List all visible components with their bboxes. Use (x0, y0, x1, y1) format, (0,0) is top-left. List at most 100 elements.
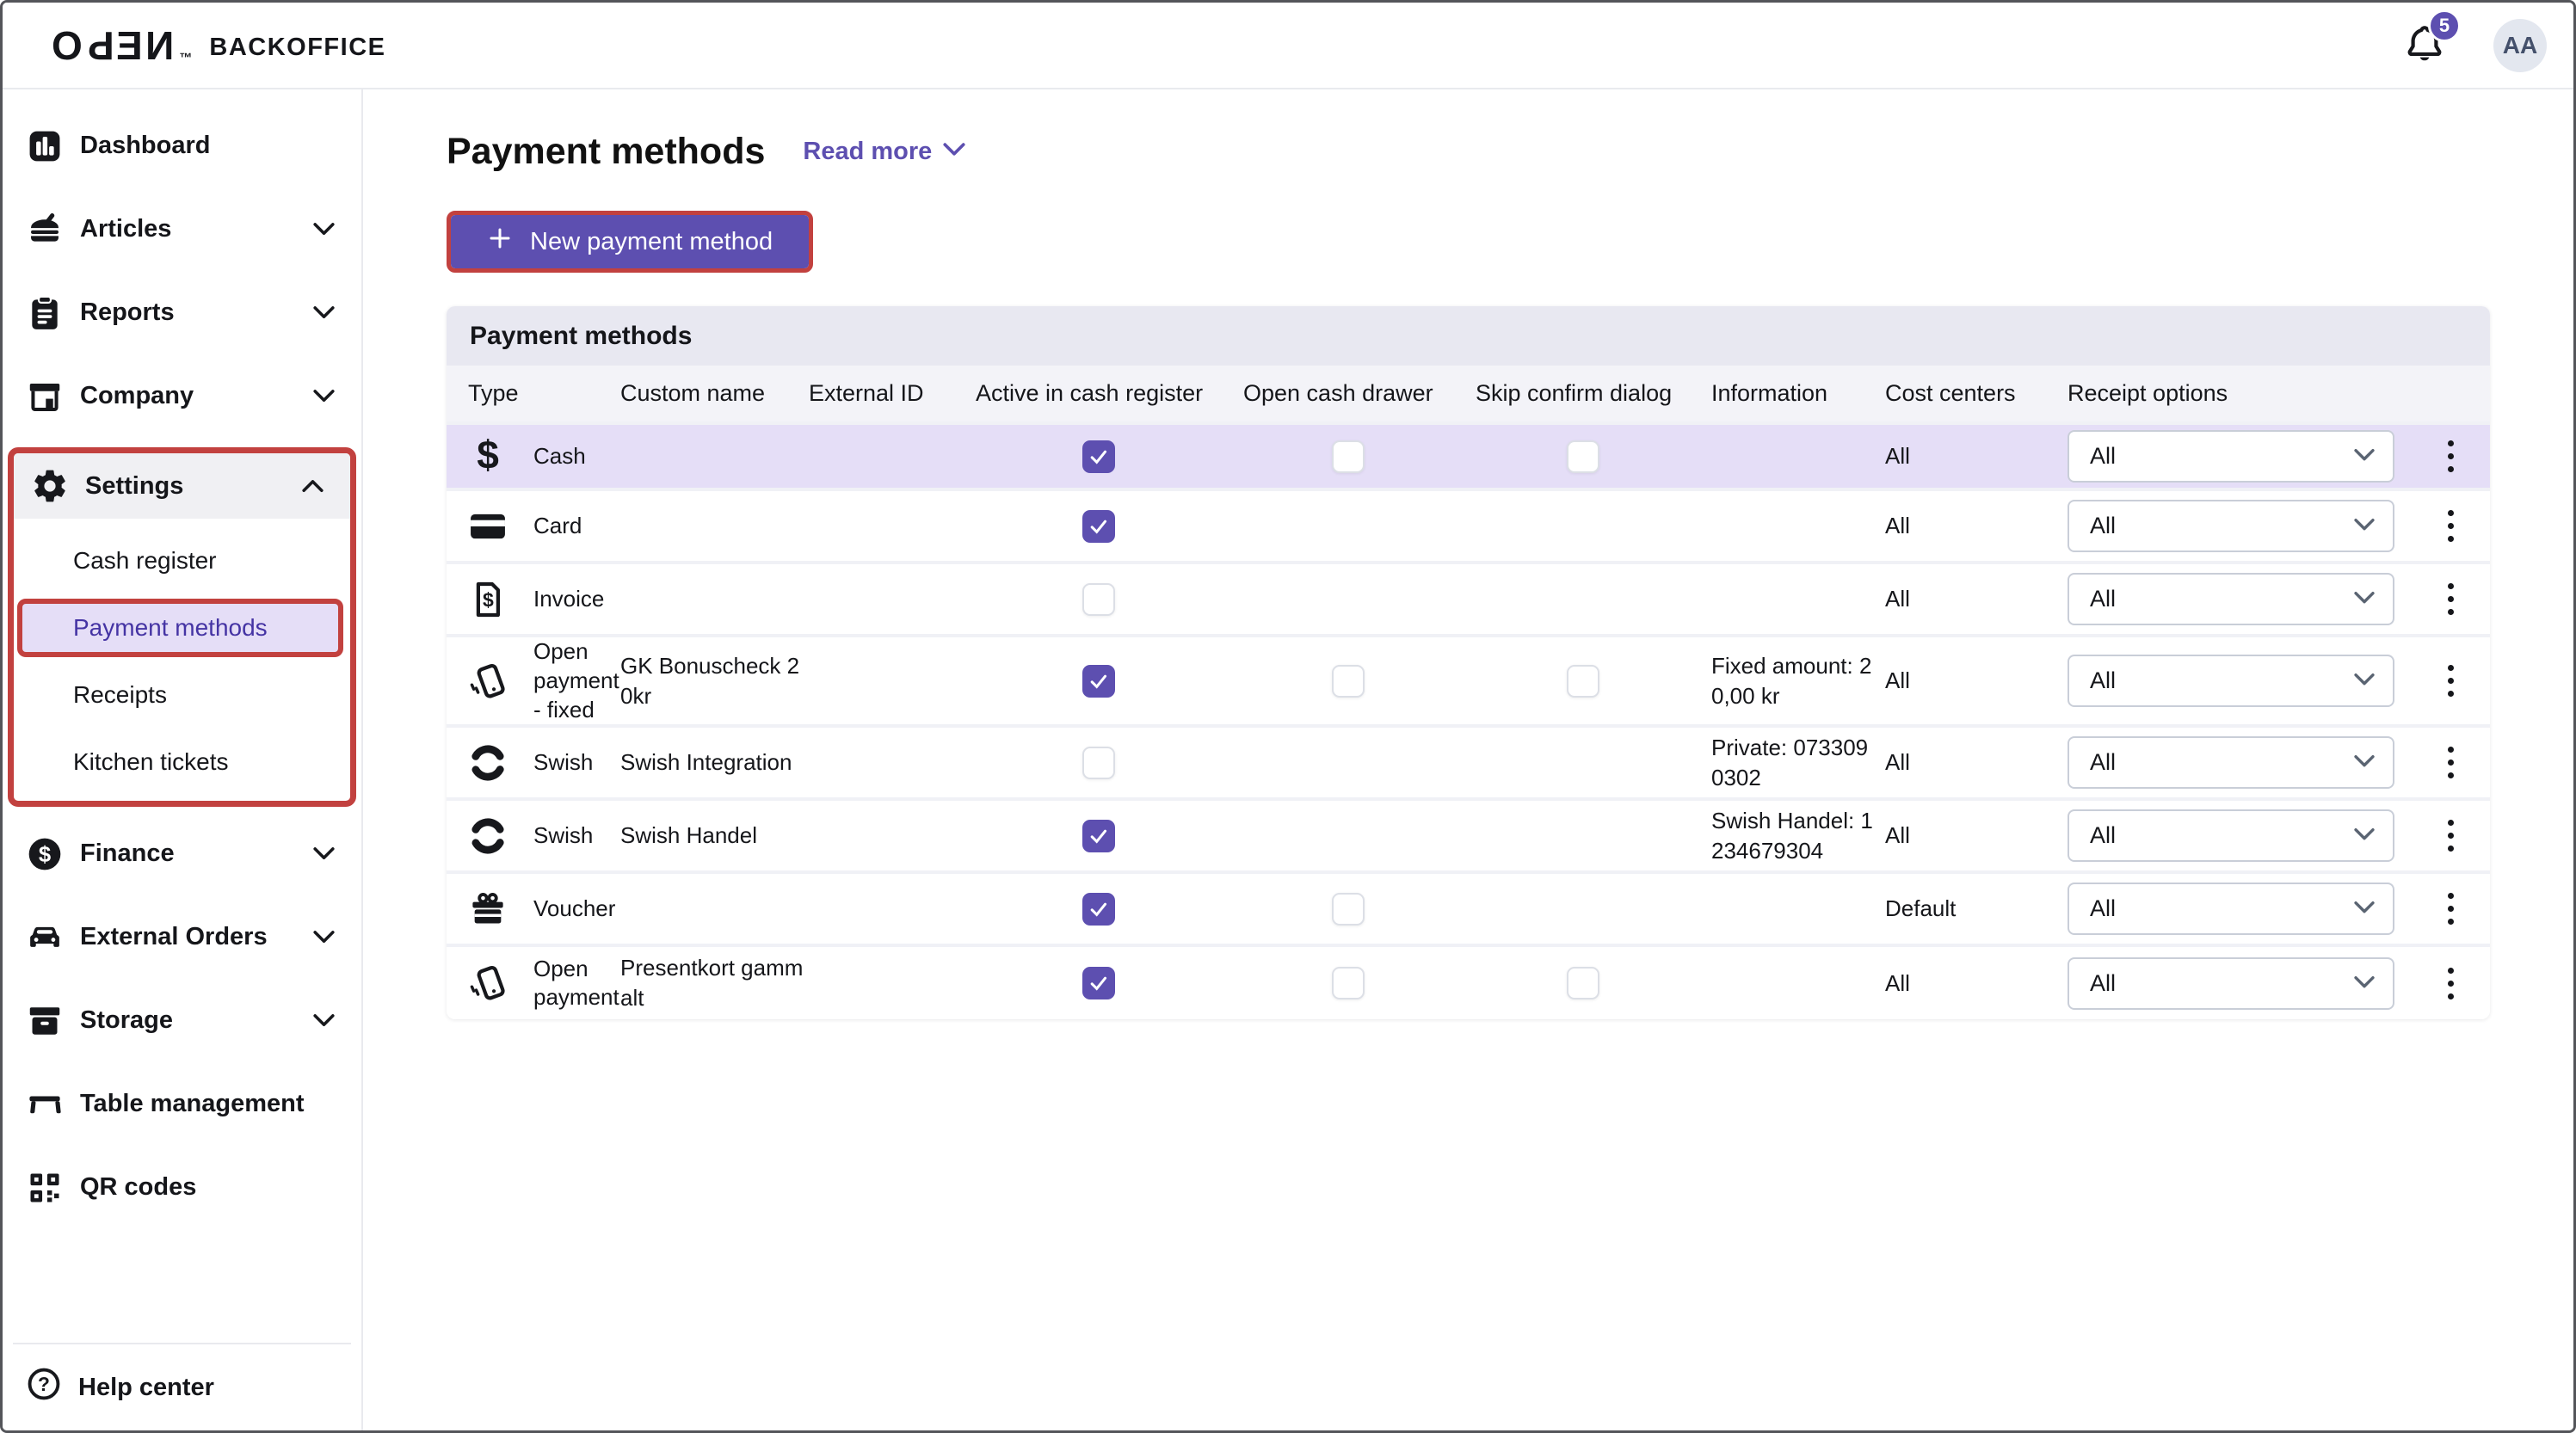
table-row: CardAllAll (447, 488, 2490, 561)
column-header-skip-confirm-dialog: Skip confirm dialog (1476, 380, 1711, 407)
settings-subnav: Cash register Payment methods ReceiptsKitc… (14, 519, 350, 801)
active-checkbox[interactable] (1082, 893, 1115, 926)
cost-centers-cell: All (1885, 443, 2068, 470)
receipt-options-select[interactable]: All (2068, 500, 2394, 552)
annotation-box-new-payment: New payment method (447, 211, 813, 273)
sidebar-item-settings[interactable]: Settings (14, 453, 350, 519)
column-header-custom-name: Custom name (620, 380, 809, 407)
sidebar-footer: ? Help center (3, 1343, 361, 1430)
column-header-type: Type (447, 380, 620, 407)
notifications-button[interactable]: 5 (2404, 23, 2445, 68)
payment-type-label: Open payment - fixed (533, 637, 620, 724)
chevron-down-icon (2353, 513, 2376, 539)
row-menu-button[interactable] (2412, 583, 2490, 615)
row-menu-button[interactable] (2412, 665, 2490, 697)
annotation-box-payment-methods: Payment methods (17, 599, 343, 657)
dashboard-icon (26, 127, 64, 165)
chevron-down-icon (312, 1011, 336, 1030)
receipt-options-select[interactable]: All (2068, 573, 2394, 625)
open-drawer-checkbox[interactable] (1332, 967, 1365, 999)
table-row: SwishSwish IntegrationPrivate: 073309030… (447, 724, 2490, 797)
active-checkbox[interactable] (1082, 510, 1115, 543)
sidebar-item-dashboard[interactable]: Dashboard (3, 104, 361, 188)
column-header-active-in-cash-register: Active in cash register (976, 380, 1243, 407)
sidebar-item-company[interactable]: Company (3, 354, 361, 438)
sidebar-item-finance[interactable]: $Finance (3, 812, 361, 895)
skip-confirm-checkbox[interactable] (1567, 440, 1599, 473)
sidebar-item-kitchen-tickets[interactable]: Kitchen tickets (14, 729, 350, 796)
sidebar-item-label: QR codes (80, 1173, 196, 1202)
help-icon: ? (26, 1366, 62, 1409)
read-more-link[interactable]: Read more (803, 138, 966, 166)
payment-type-label: Swish (533, 821, 593, 851)
voucher-icon (468, 889, 508, 929)
sidebar-item-label: Settings (85, 472, 183, 501)
plus-icon (487, 225, 513, 258)
receipt-options-select[interactable]: All (2068, 655, 2394, 707)
payment-type-label: Card (533, 512, 582, 541)
row-menu-button[interactable] (2412, 893, 2490, 925)
chevron-down-icon (2353, 749, 2376, 776)
chevron-down-icon (942, 138, 966, 166)
active-checkbox[interactable] (1082, 665, 1115, 698)
storage-icon (26, 1002, 64, 1040)
payment-type-cell: Open payment (447, 955, 620, 1013)
row-menu-button[interactable] (2412, 510, 2490, 542)
row-menu-button[interactable] (2412, 820, 2490, 852)
skip-confirm-checkbox[interactable] (1567, 967, 1599, 999)
open-drawer-checkbox[interactable] (1332, 665, 1365, 698)
receipt-options-value: All (2090, 513, 2116, 539)
cash-icon: $ (468, 437, 508, 477)
sidebar-item-reports[interactable]: Reports (3, 271, 361, 354)
sidebar-item-articles[interactable]: Articles (3, 188, 361, 271)
settings-icon (31, 467, 69, 505)
row-menu-button[interactable] (2412, 968, 2490, 999)
sidebar-item-storage[interactable]: Storage (3, 979, 361, 1062)
swish-icon (468, 743, 508, 783)
custom-name-cell: Swish Handel (620, 821, 809, 851)
brand-logo-word: OPEN (52, 26, 174, 65)
card-icon (468, 507, 508, 546)
new-payment-method-button[interactable]: New payment method (451, 215, 809, 268)
receipt-options-select[interactable]: All (2068, 736, 2394, 789)
active-checkbox[interactable] (1082, 747, 1115, 779)
sidebar-item-qr-codes[interactable]: QR codes (3, 1146, 361, 1229)
receipt-options-select[interactable]: All (2068, 957, 2394, 1010)
sidebar-item-external-orders[interactable]: External Orders (3, 895, 361, 979)
active-checkbox[interactable] (1082, 440, 1115, 473)
sidebar-item-help-center[interactable]: ? Help center (3, 1344, 361, 1430)
chevron-down-icon (2353, 970, 2376, 997)
chevron-down-icon (2353, 667, 2376, 694)
sidebar-item-receipts[interactable]: Receipts (14, 661, 350, 729)
table-row: Open paymentPresentkort gammaltAllAll (447, 944, 2490, 1019)
active-checkbox[interactable] (1082, 967, 1115, 999)
articles-icon (26, 211, 64, 249)
column-header-receipt-options: Receipt options (2068, 380, 2412, 407)
open-payment-icon (468, 661, 508, 701)
sidebar-item-payment-methods[interactable]: Payment methods (22, 604, 338, 652)
new-payment-method-label: New payment method (530, 228, 773, 256)
receipt-options-select[interactable]: All (2068, 809, 2394, 862)
active-checkbox[interactable] (1082, 820, 1115, 852)
cost-centers-cell: All (1885, 970, 2068, 997)
bell-icon (2404, 53, 2445, 68)
information-cell: Fixed amount: 20,00 kr (1711, 651, 1885, 711)
reports-icon (26, 294, 64, 332)
active-checkbox[interactable] (1082, 583, 1115, 616)
receipt-options-select[interactable]: All (2068, 430, 2394, 483)
qr-icon (26, 1169, 64, 1207)
receipt-options-value: All (2090, 970, 2116, 997)
sidebar-item-cash-register[interactable]: Cash register (14, 527, 350, 594)
external-orders-icon (26, 919, 64, 956)
annotation-box-settings-group: Settings Cash register Payment methods Rece… (8, 447, 356, 807)
open-drawer-checkbox[interactable] (1332, 893, 1365, 926)
skip-confirm-checkbox[interactable] (1567, 665, 1599, 698)
table-row: $CashAllAll (447, 421, 2490, 488)
sidebar-item-table-management[interactable]: Table management (3, 1062, 361, 1146)
receipt-options-select[interactable]: All (2068, 883, 2394, 935)
row-menu-button[interactable] (2412, 747, 2490, 778)
open-drawer-checkbox[interactable] (1332, 440, 1365, 473)
avatar[interactable]: AA (2493, 19, 2547, 72)
row-menu-button[interactable] (2412, 440, 2490, 472)
table-icon (26, 1086, 64, 1123)
